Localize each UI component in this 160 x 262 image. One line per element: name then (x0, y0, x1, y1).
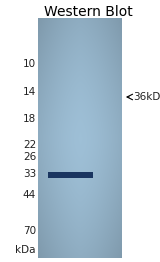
Text: 22: 22 (23, 140, 36, 150)
Text: 18: 18 (23, 114, 36, 124)
Text: 14: 14 (23, 87, 36, 97)
Text: 26: 26 (23, 152, 36, 162)
Text: 10: 10 (23, 59, 36, 69)
Text: 44: 44 (23, 190, 36, 200)
Text: 33: 33 (23, 169, 36, 179)
Text: 70: 70 (23, 226, 36, 236)
Text: 36kDa: 36kDa (133, 92, 160, 102)
Text: kDa: kDa (16, 245, 36, 255)
Text: Western Blot: Western Blot (44, 5, 132, 19)
Bar (48, 172, 93, 178)
